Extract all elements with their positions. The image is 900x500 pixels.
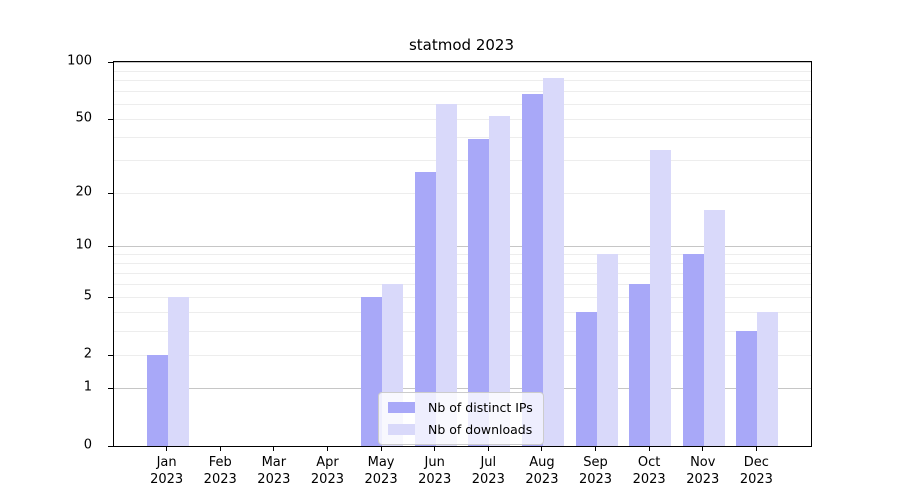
gridline-80	[114, 80, 811, 82]
y-tick-label-1: 1	[83, 379, 92, 395]
x-tick-label-may: May 2023	[364, 455, 398, 487]
bar-downloads-nov	[703, 210, 725, 446]
y-tick-label-5: 5	[83, 288, 92, 304]
x-tick-label-sep: Sep 2023	[578, 455, 613, 487]
bar-distinct-ips-sep	[575, 312, 597, 446]
plot-area: Nb of distinct IPs Nb of downloads	[108, 61, 812, 447]
y-tick-label-50: 50	[75, 110, 92, 126]
legend-swatch-distinct-ips	[388, 402, 415, 413]
bar-downloads-oct	[650, 150, 672, 446]
y-tick-50	[108, 118, 114, 120]
bar-downloads-jun	[435, 103, 457, 446]
y-tick-label-100: 100	[67, 53, 92, 69]
bar-downloads-jan	[167, 296, 189, 446]
bar-distinct-ips-dec	[736, 330, 758, 446]
x-tick-label-jun: Jun 2023	[418, 455, 452, 487]
y-tick-0	[108, 446, 114, 447]
legend: Nb of distinct IPs Nb of downloads	[378, 392, 544, 445]
bar-distinct-ips-jan	[146, 354, 168, 446]
bar-distinct-ips-jul	[468, 139, 490, 446]
x-tick-label-nov: Nov 2023	[686, 455, 720, 487]
bar-distinct-ips-aug	[521, 93, 543, 446]
x-tick-label-mar: Mar 2023	[257, 455, 291, 487]
x-tick-nov	[702, 446, 704, 451]
gridline-50	[114, 118, 811, 120]
x-tick-sep	[595, 446, 597, 451]
gridline-90	[114, 70, 811, 72]
y-tick-5	[108, 296, 114, 298]
bar-downloads-aug	[542, 78, 564, 446]
x-tick-feb	[219, 446, 221, 451]
y-tick-10	[108, 246, 114, 248]
legend-swatch-downloads	[388, 424, 415, 435]
gridline-3	[114, 330, 811, 332]
x-tick-aug	[541, 446, 543, 451]
y-tick-label-10: 10	[75, 237, 92, 253]
bar-distinct-ips-jun	[414, 171, 436, 446]
x-axis: Jan 2023 Feb 2023 Mar 2023 Apr 2023 May 2023 Jun 20…	[113, 446, 810, 496]
gridline-8	[114, 263, 811, 265]
gridline-60	[114, 103, 811, 105]
gridline-30	[114, 160, 811, 162]
x-tick-mar	[273, 446, 275, 451]
bar-distinct-ips-nov	[682, 254, 704, 446]
gridline-6	[114, 284, 811, 286]
gridline-20	[114, 192, 811, 194]
legend-label-downloads: Nb of downloads	[428, 422, 533, 437]
x-tick-label-jan: Jan 2023	[150, 455, 184, 487]
x-tick-apr	[326, 446, 328, 451]
gridline-4	[114, 312, 811, 314]
gridline-5	[114, 296, 811, 298]
bar-distinct-ips-may	[361, 296, 383, 446]
x-tick-oct	[648, 446, 650, 451]
bar-downloads-dec	[757, 312, 779, 446]
x-tick-label-jul: Jul 2023	[471, 455, 505, 487]
y-tick-label-0: 0	[83, 437, 92, 453]
bar-distinct-ips-oct	[629, 284, 651, 446]
y-tick-100	[108, 62, 114, 63]
gridline-7	[114, 272, 811, 274]
bar-downloads-sep	[596, 254, 618, 446]
gridline-1	[114, 388, 811, 390]
x-tick-label-aug: Aug 2023	[525, 455, 559, 487]
legend-label-distinct-ips: Nb of distinct IPs	[428, 400, 533, 415]
x-tick-may	[380, 446, 382, 451]
bar-downloads-jul	[489, 115, 511, 446]
legend-item-distinct-ips: Nb of distinct IPs	[388, 400, 533, 415]
y-tick-2	[108, 354, 114, 356]
gridline-9	[114, 254, 811, 256]
gridline-70	[114, 91, 811, 93]
y-tick-label-20: 20	[75, 184, 92, 200]
x-tick-label-apr: Apr 2023	[310, 455, 344, 487]
x-tick-jan	[166, 446, 168, 451]
x-tick-jul	[487, 446, 489, 451]
y-axis: 0 1 2 5 10 20 50 100	[0, 54, 104, 453]
y-tick-label-2: 2	[83, 346, 92, 362]
gridline-100	[114, 62, 811, 63]
y-tick-1	[108, 388, 114, 390]
gridline-10	[114, 246, 811, 248]
x-tick-label-feb: Feb 2023	[203, 455, 237, 487]
x-tick-label-oct: Oct 2023	[632, 455, 666, 487]
gridline-2	[114, 354, 811, 356]
legend-item-downloads: Nb of downloads	[388, 422, 533, 437]
gridline-40	[114, 137, 811, 138]
x-tick-dec	[755, 446, 757, 451]
x-tick-jun	[434, 446, 436, 451]
x-tick-label-dec: Dec 2023	[739, 455, 773, 487]
y-tick-20	[108, 192, 114, 194]
chart-title: statmod 2023	[408, 36, 515, 54]
